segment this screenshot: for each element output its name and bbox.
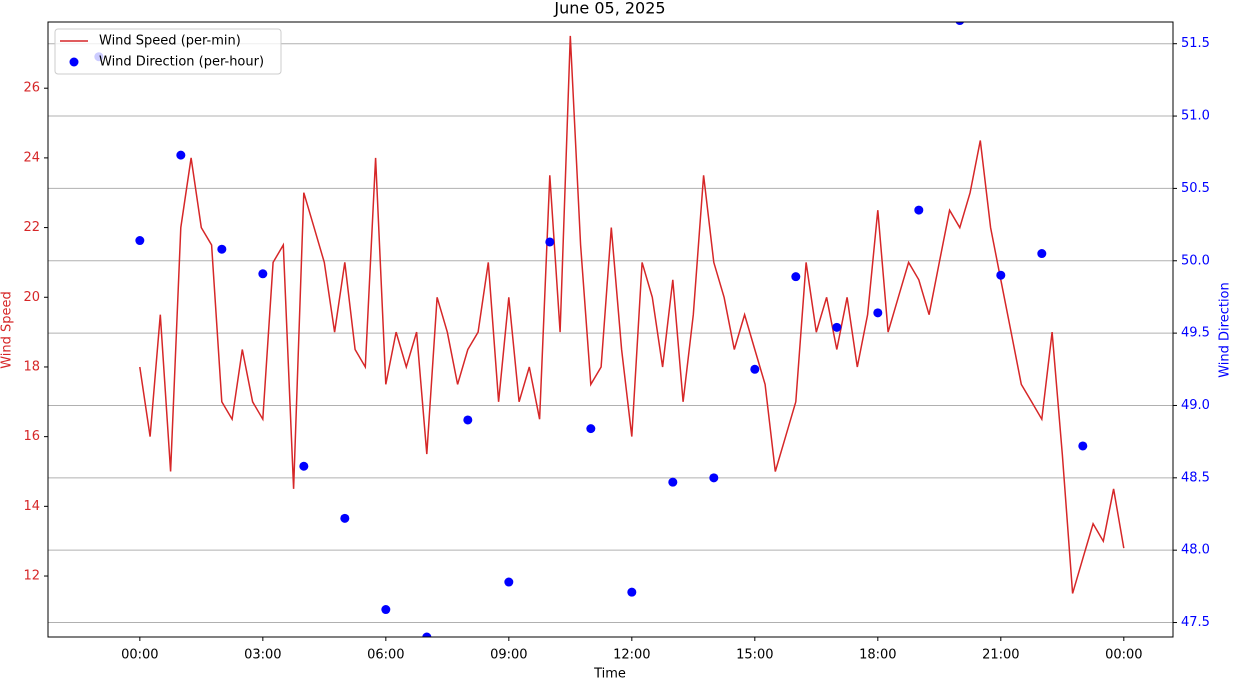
y-tick-label: 24	[23, 150, 40, 165]
x-tick-label: 18:00	[859, 648, 896, 663]
y-tick-label: 20	[23, 290, 40, 305]
point	[750, 364, 760, 374]
y2-tick-label: 49.0	[1181, 398, 1210, 413]
axes: 00:00 03:00 06:00 09:00 12:00 15:00 18:00 21:00…	[23, 36, 1210, 662]
point	[832, 322, 842, 332]
line	[139, 35, 1125, 594]
legend: Wind Speed (per-min) Wind Direction (per-…	[54, 28, 282, 75]
point	[258, 269, 268, 279]
legend-label: Wind Speed (per-min)	[99, 34, 241, 49]
x-tick-label: 06:00	[367, 648, 404, 663]
x-tick-label: 12:00	[613, 648, 650, 663]
point	[299, 461, 309, 471]
point	[340, 513, 350, 523]
plot-area	[94, 22, 1125, 637]
y2-axis-label: Wind Direction	[1218, 282, 1233, 378]
point	[914, 205, 924, 215]
y-axis-label: Wind Speed	[0, 291, 15, 369]
x-tick-label: 21:00	[982, 648, 1019, 663]
point	[504, 577, 514, 587]
point	[381, 605, 391, 615]
y2-tick-label: 47.5	[1181, 615, 1210, 630]
point	[217, 244, 227, 254]
point	[1078, 441, 1088, 451]
point	[176, 150, 186, 160]
point	[135, 236, 145, 246]
y2-tick-label: 50.5	[1181, 181, 1210, 196]
y-tick-label: 26	[23, 81, 40, 96]
point	[627, 587, 637, 597]
y2-tick-label: 48.5	[1181, 470, 1210, 485]
x-axis-label: Time	[593, 667, 626, 682]
point	[791, 272, 801, 282]
x-tick-label: 00:00	[1105, 648, 1142, 663]
y2-tick-label: 51.0	[1181, 109, 1210, 124]
y2-tick-label: 49.5	[1181, 326, 1210, 341]
point	[545, 237, 555, 247]
y2-tick-label: 48.0	[1181, 543, 1210, 558]
point	[955, 22, 965, 26]
point	[1037, 249, 1047, 259]
x-tick-label: 03:00	[244, 648, 281, 663]
y-tick-label: 22	[23, 220, 40, 235]
chart-title: June 05, 2025	[553, 0, 665, 18]
point	[463, 415, 473, 425]
y-tick-label: 12	[23, 569, 40, 584]
plot-frame	[47, 21, 1174, 638]
point	[873, 308, 883, 318]
x-tick-label: 15:00	[736, 648, 773, 663]
y-tick-label: 14	[23, 499, 40, 514]
point	[996, 270, 1006, 280]
legend-box	[54, 28, 282, 75]
point	[709, 473, 719, 483]
legend-marker	[69, 57, 79, 67]
legend-label: Wind Direction (per-hour)	[99, 55, 264, 70]
grid	[48, 43, 1173, 624]
y2-tick-label: 50.0	[1181, 253, 1210, 268]
y-tick-label: 16	[23, 429, 40, 444]
x-tick-label: 00:00	[121, 648, 158, 663]
point	[586, 424, 596, 434]
point	[668, 477, 678, 487]
point	[422, 632, 432, 637]
x-tick-label: 09:00	[490, 648, 527, 663]
y-tick-label: 18	[23, 359, 40, 374]
y2-tick-label: 51.5	[1181, 36, 1210, 51]
